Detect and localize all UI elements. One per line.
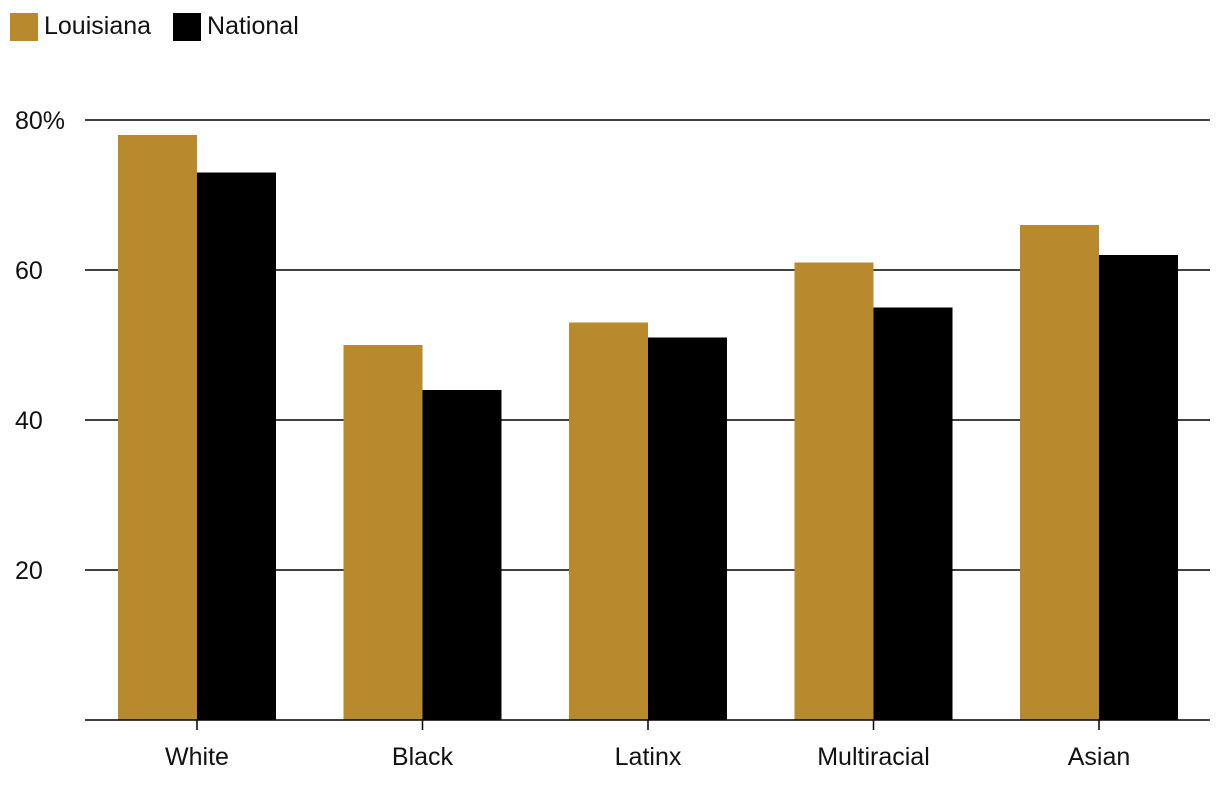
bar-national-black — [422, 390, 502, 720]
bar-national-white — [197, 172, 276, 720]
x-tick-label: White — [165, 743, 229, 771]
legend-label-national: National — [207, 12, 299, 40]
legend-item-louisiana: Louisiana — [10, 12, 151, 41]
bar-louisiana-asian — [1020, 225, 1099, 720]
bar-national-multiracial — [873, 307, 953, 720]
x-tick-label: Asian — [1068, 743, 1131, 771]
y-tick-label: 80% — [15, 107, 65, 135]
y-tick-label: 60 — [15, 257, 43, 285]
bar-louisiana-multiracial — [794, 262, 874, 720]
bars-layer — [118, 135, 1178, 720]
legend-item-national: National — [173, 12, 299, 41]
bar-louisiana-black — [343, 345, 423, 720]
x-tick-label: Black — [392, 743, 454, 771]
legend: Louisiana National — [10, 12, 299, 41]
axis-layer: 20 40 60 80% White Black Latinx Multiracial Asia… — [15, 107, 1210, 771]
bar-louisiana-white — [118, 135, 197, 720]
y-tick-label: 20 — [15, 557, 43, 585]
bar-national-asian — [1099, 255, 1178, 720]
legend-label-louisiana: Louisiana — [44, 12, 152, 40]
bar-louisiana-latinx — [569, 322, 648, 720]
x-tick-label: Multiracial — [817, 743, 930, 771]
bar-national-latinx — [648, 337, 727, 720]
legend-swatch-national — [173, 12, 202, 41]
y-tick-label: 40 — [15, 407, 43, 435]
x-tick-label: Latinx — [615, 743, 682, 771]
legend-swatch-louisiana — [10, 12, 38, 41]
